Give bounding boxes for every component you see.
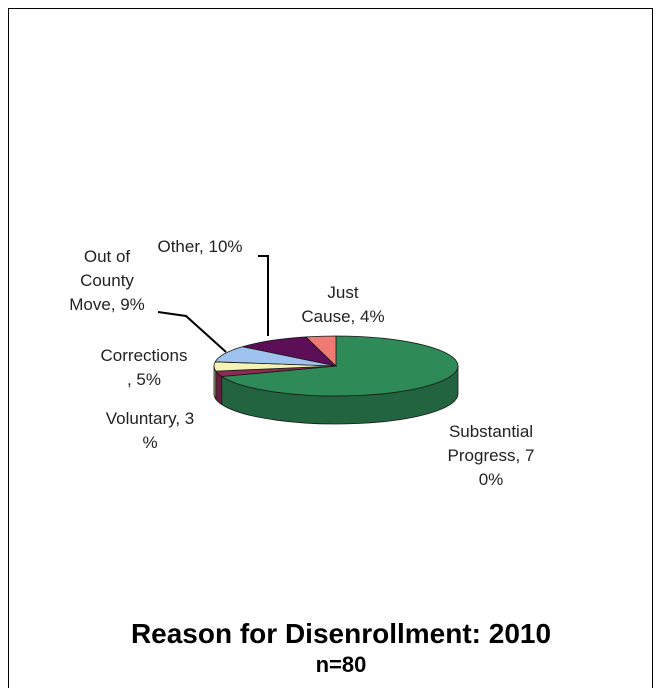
pie-slice	[220, 335, 459, 397]
pie-slice	[242, 336, 338, 367]
pie-slice	[305, 335, 337, 367]
slice-label: Corrections, 5%	[101, 346, 188, 389]
slice-label: Substantial Progress, 7 0%	[448, 422, 535, 489]
slice-label: Out of County Move, 9%	[69, 247, 145, 314]
chart-frame	[8, 8, 653, 688]
slice-labels-group: Substantial Progress, 7 0% Voluntary, 3 % Cor…	[69, 237, 534, 489]
leader-lines-group	[157, 255, 269, 353]
leader-line	[258, 255, 269, 336]
chart-subtitle: n=80	[316, 652, 367, 677]
slice-label: Voluntary, 3%	[106, 409, 195, 452]
slice-label: Other, 10%	[157, 237, 242, 256]
leader-line	[157, 311, 227, 353]
slice-label: Just Cause, 4%	[301, 283, 384, 326]
chart-title: Reason for Disenrollment: 2010	[131, 618, 551, 649]
pie-top-group	[213, 335, 459, 397]
